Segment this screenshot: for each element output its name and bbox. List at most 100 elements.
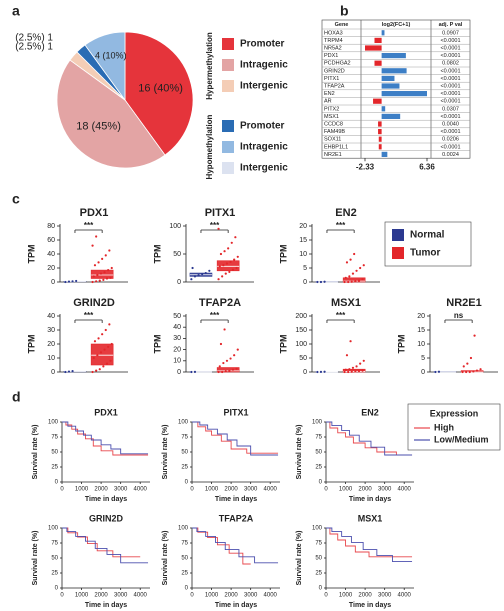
- data-point: [221, 370, 224, 374]
- y-tick-label: 75: [181, 541, 188, 547]
- x-tick-label: 1000: [75, 593, 89, 599]
- y-tick-label: 0: [303, 369, 307, 376]
- data-point: [343, 280, 346, 284]
- legend-label: Low/Medium: [434, 434, 489, 444]
- legend-swatch: [222, 141, 234, 153]
- legend-label: High: [434, 422, 454, 432]
- y-tick-label: 100: [312, 420, 323, 426]
- box: [342, 277, 366, 283]
- data-point: [104, 254, 107, 257]
- plot-title: GRIN2D: [73, 297, 115, 309]
- data-point: [316, 370, 319, 374]
- x-tick-label: 0: [324, 487, 328, 493]
- y-axis-label: TPM: [26, 245, 36, 264]
- x-tick-label: 4000: [134, 487, 148, 493]
- gene-name: PCDHGA2: [324, 61, 351, 67]
- data-point: [71, 280, 74, 283]
- x-tick-label: 4000: [398, 487, 412, 493]
- x-tick-label: 2000: [224, 593, 238, 599]
- y-tick-label: 75: [51, 541, 58, 547]
- plot-title: NR2E1: [446, 297, 481, 309]
- y-tick-label: 40: [47, 251, 55, 258]
- data-point: [319, 280, 323, 284]
- legend-swatch: [222, 162, 234, 174]
- p-value: <0.0001: [440, 45, 460, 51]
- y-tick-label: 20: [417, 313, 425, 320]
- data-point: [101, 257, 104, 260]
- y-tick-label: 50: [173, 251, 181, 258]
- x-tick-label: 0: [60, 487, 64, 493]
- x-tick-label: 0: [190, 487, 194, 493]
- survival-curve: [192, 421, 279, 454]
- legend-swatch: [222, 120, 234, 132]
- y-tick-label: 0: [319, 480, 323, 486]
- x-tick-label: 1000: [339, 593, 353, 599]
- x-tick-label: 0: [60, 593, 64, 599]
- y-tick-label: 0: [51, 279, 55, 286]
- data-point: [102, 365, 105, 368]
- legend-title: Expression: [430, 408, 479, 418]
- data-point: [190, 370, 193, 374]
- y-tick-label: 60: [47, 237, 55, 244]
- data-point: [104, 328, 107, 332]
- y-tick-label: 0: [177, 369, 181, 376]
- gene-name: CCDC8: [324, 121, 343, 127]
- significance: ***: [210, 221, 220, 230]
- slice-label: 18 (45%): [76, 120, 121, 132]
- y-tick-label: 25: [181, 571, 188, 577]
- data-point: [223, 250, 226, 253]
- data-point: [351, 366, 355, 369]
- fc-bar: [381, 91, 427, 97]
- data-point: [348, 368, 351, 371]
- data-point: [109, 276, 112, 279]
- legend-swatch: [222, 38, 234, 50]
- data-point: [227, 247, 230, 250]
- y-tick-label: 100: [178, 420, 189, 426]
- legend-swatch: [392, 229, 404, 241]
- data-point: [75, 279, 78, 283]
- x-tick-label: 4000: [264, 593, 278, 599]
- data-point: [67, 370, 71, 373]
- data-point: [350, 280, 353, 283]
- p-value: <0.0001: [440, 53, 460, 59]
- legend-label: Normal: [410, 230, 445, 241]
- y-tick-label: 100: [295, 341, 307, 348]
- data-point: [359, 266, 362, 270]
- data-point: [93, 340, 97, 343]
- y-tick-label: 0: [303, 279, 307, 286]
- legend-label: Intragenic: [240, 60, 288, 71]
- data-point: [96, 273, 99, 277]
- data-point: [217, 370, 220, 374]
- data-point: [233, 354, 236, 357]
- data-point: [236, 255, 239, 258]
- y-tick-label: 75: [315, 435, 322, 441]
- data-point: [93, 264, 97, 267]
- y-tick-label: 50: [51, 556, 58, 562]
- data-point: [208, 269, 211, 272]
- y-axis-label: Survival rate (%): [296, 531, 303, 586]
- table-header: log2(FC+1): [382, 22, 411, 28]
- legend-frame: [407, 403, 501, 451]
- gene-name: HOXA3: [324, 30, 343, 36]
- panel-letter: d: [12, 389, 21, 405]
- data-point: [218, 365, 221, 368]
- data-point: [99, 272, 103, 275]
- plot-title: MSX1: [331, 297, 361, 309]
- gene-name: MSX1: [324, 114, 339, 120]
- data-point: [222, 264, 225, 267]
- data-point: [204, 271, 207, 275]
- x-axis-label: Time in days: [349, 602, 391, 609]
- x-tick-label: 4000: [134, 593, 148, 599]
- data-point: [345, 261, 349, 264]
- data-point: [362, 264, 365, 267]
- gene-name: EHBP1L1: [324, 144, 348, 150]
- gene-name: NR5A2: [324, 45, 342, 51]
- data-point: [102, 278, 105, 281]
- data-point: [95, 235, 98, 238]
- data-point: [91, 370, 94, 374]
- panel-letter: a: [12, 3, 20, 19]
- y-tick-label: 20: [47, 265, 55, 272]
- box: [216, 367, 240, 373]
- data-point: [97, 337, 100, 340]
